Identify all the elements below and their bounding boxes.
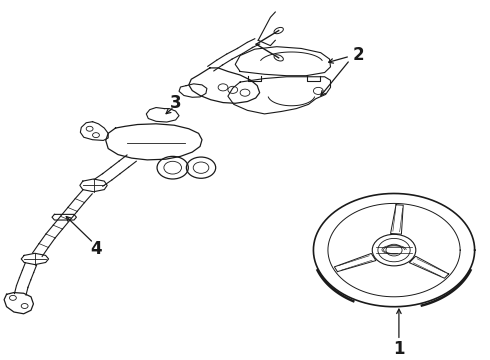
Text: 1: 1 — [393, 340, 405, 358]
Text: 3: 3 — [170, 94, 181, 112]
Text: 2: 2 — [353, 46, 365, 64]
Text: 4: 4 — [90, 240, 102, 258]
